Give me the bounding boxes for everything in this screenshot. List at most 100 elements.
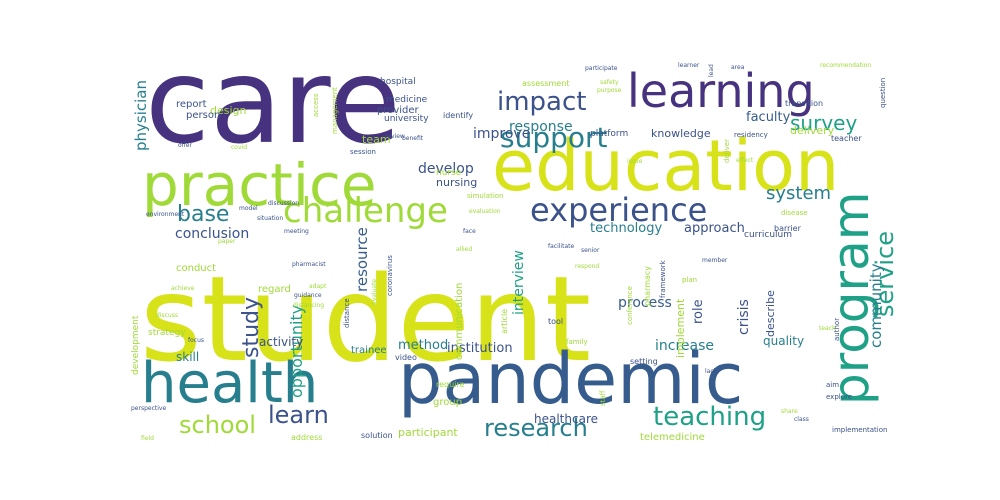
word-field: field [141,435,154,442]
word-explore: explore [826,393,852,401]
word-discussion: discussion [268,200,299,207]
word-provider: provider [377,105,420,116]
word-learn: learn [268,401,329,429]
word-pharmacist: pharmacist [292,261,326,268]
word-base: base [177,202,229,227]
word-conference: conference [626,286,634,325]
word-program: program [822,192,880,405]
word-deliver: deliver [723,139,731,163]
word-management: management [331,87,339,134]
word-nursing: nursing [436,176,477,189]
word-face: face [463,228,476,235]
word-participate: participate [585,65,618,72]
word-respond: respond [575,263,599,270]
word-regard: regard [258,284,291,295]
word-area: area [731,64,745,71]
word-service: service [871,231,899,317]
word-disease: disease [781,209,808,217]
word-evaluate: evaluate [371,279,378,305]
word-author: author [833,318,841,341]
word-delivery: delivery [790,124,835,137]
word-telemedicine: telemedicine [640,432,705,443]
word-communication: communication [454,283,465,360]
word-role: role [691,299,706,324]
word-residency: residency [734,131,768,139]
word-participant: participant [398,426,458,439]
word-share: share [781,408,798,415]
word-pandemic: pandemic [398,338,743,420]
word-crisis: crisis [736,299,752,335]
word-report: report [176,99,207,110]
word-design: design [210,104,247,117]
word-describe: describe [764,290,777,337]
word-simulation: simulation [467,192,504,200]
word-achieve: achieve [171,285,195,292]
word-discuss: discuss [156,312,178,319]
word-solution: solution [361,431,393,440]
word-process: process [618,295,672,311]
word-increase: increase [655,338,714,354]
word-survey: survey [790,111,857,135]
word-aim: aim [826,381,839,389]
word-adapt: adapt [309,283,327,290]
word-issue: issue [627,158,643,165]
word-teaching: teaching [653,402,766,432]
word-conduct: conduct [176,263,216,274]
word-teacher: teacher [831,134,862,143]
word-recommendation: recommendation [820,62,871,69]
word-team: team [362,133,391,146]
word-senior: senior [581,247,600,254]
word-experience: experience [530,191,707,229]
word-conclusion: conclusion [175,226,249,242]
word-plan: plan [682,276,697,284]
word-student: student [140,250,591,388]
word-distancing: distancing [293,302,324,309]
word-healthcare: healthcare [534,412,598,426]
word-setting: setting [630,357,658,366]
word-review: review [385,133,405,140]
word-impact: impact [497,87,586,117]
word-class: class [794,416,809,423]
word-lead: lead [708,64,715,77]
word-care: care [145,32,401,170]
word-improve: improve [473,126,530,142]
word-safety: safety [600,79,619,86]
word-nurse: nurse [436,168,462,178]
word-challenge: challenge [283,191,448,231]
word-facilitate: facilitate [548,243,574,250]
word-method: method [398,338,448,353]
word-skill: skill [176,350,199,364]
word-evaluation: evaluation [469,208,501,215]
word-benefit: benefit [402,135,424,142]
word-develop: develop [418,161,474,177]
word-technology: technology [590,221,662,236]
word-activity: activity [259,335,303,349]
word-allied: allied [456,246,472,253]
word-focus: focus [188,337,204,344]
word-family: family [566,338,588,346]
word-identify: identify [443,111,473,120]
word-person: person [186,110,220,121]
word-approach: approach [684,221,745,236]
word-interview: interview [511,250,527,315]
word-framework: framework [659,259,667,298]
word-learning: learning [627,64,815,118]
word-question: question [879,78,887,108]
word-opportunity: opportunity [287,305,306,398]
word-resource: resource [353,227,371,292]
word-hospital: hospital [380,77,416,87]
word-support: support [500,121,608,154]
word-faculty: faculty [746,110,791,125]
word-response: response [509,119,573,135]
word-development: development [131,315,141,375]
word-transition: transition [785,99,823,108]
word-perspective: perspective [131,405,166,412]
word-address: address [291,433,322,442]
word-access: access [312,93,320,117]
word-physician: physician [132,80,150,151]
word-curriculum: curriculum [744,230,792,240]
word-education: education [492,125,839,207]
word-implement: implement [674,298,687,358]
word-knowledge: knowledge [651,127,711,140]
